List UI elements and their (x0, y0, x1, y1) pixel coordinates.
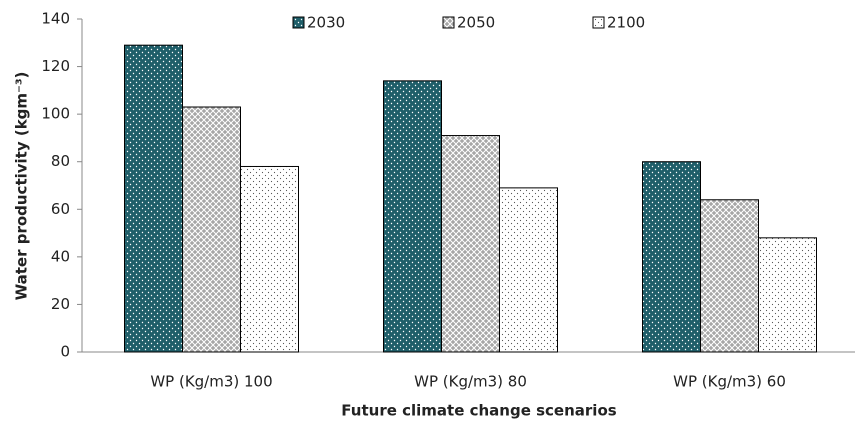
x-tick-label: WP (Kg/m3) 100 (150, 373, 272, 391)
x-tick-label: WP (Kg/m3) 80 (414, 373, 527, 391)
y-tick-label: 20 (51, 295, 70, 313)
bar (642, 161, 701, 353)
bar (441, 135, 500, 353)
y-tick-label: 100 (41, 105, 70, 123)
y-tick-label: 140 (41, 10, 70, 28)
x-tick-label: WP (Kg/m3) 60 (673, 373, 786, 391)
legend-swatch (442, 16, 455, 29)
legend-swatch (592, 16, 605, 29)
bar (383, 80, 442, 353)
y-tick-label: 80 (51, 152, 70, 170)
bar (758, 237, 817, 353)
legend-label: 2050 (457, 14, 495, 32)
bar (499, 187, 558, 353)
bar (124, 44, 183, 353)
bar (240, 165, 299, 353)
y-tick-label: 40 (51, 247, 70, 265)
y-axis-title: Water productivity (kgm⁻³) (13, 72, 31, 301)
y-tick-label: 0 (60, 343, 70, 361)
legend-label: 2030 (307, 14, 345, 32)
bar (182, 106, 241, 353)
legend-label: 2100 (607, 14, 645, 32)
y-tick-label: 60 (51, 200, 70, 218)
legend-swatch (292, 16, 305, 29)
bar (700, 199, 759, 353)
y-tick-label: 120 (41, 57, 70, 75)
x-axis-title: Future climate change scenarios (341, 402, 616, 420)
